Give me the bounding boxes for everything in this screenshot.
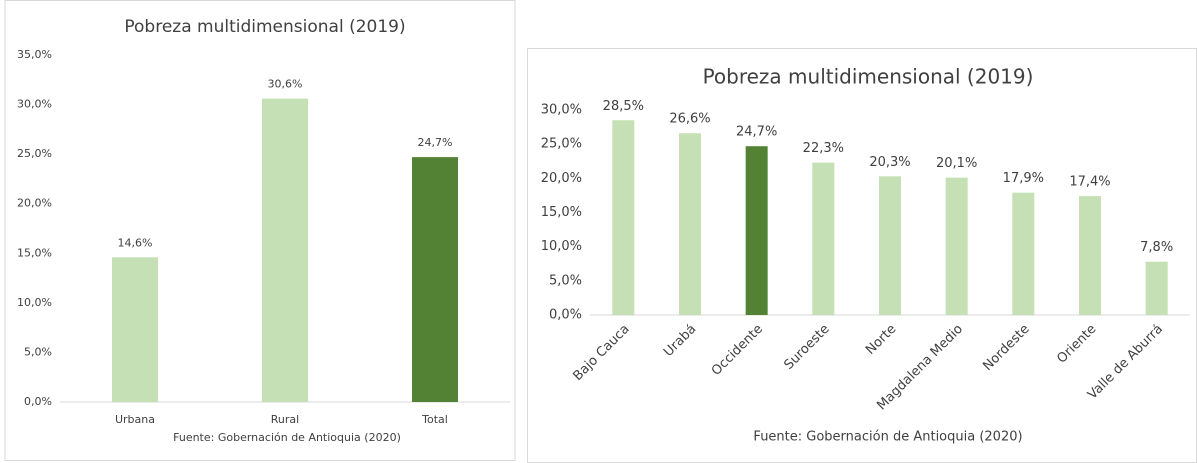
- y-tick-label: 5,0%: [24, 345, 52, 358]
- bar: [612, 120, 635, 315]
- data-label: 17,4%: [1069, 175, 1110, 190]
- x-tick-label: Urabá: [661, 322, 699, 360]
- x-tick-label: Suroeste: [781, 322, 832, 373]
- chart-title: Pobreza multidimensional (2019): [124, 17, 405, 37]
- bar: [812, 162, 835, 315]
- x-tick-label: Oriente: [1054, 322, 1099, 367]
- bar: [745, 146, 768, 315]
- y-tick-label: 10,0%: [541, 239, 582, 254]
- data-label: 28,5%: [603, 99, 644, 114]
- y-tick-label: 35,0%: [17, 48, 52, 61]
- y-tick-label: 0,0%: [24, 395, 52, 408]
- data-label: 17,9%: [1003, 171, 1044, 186]
- y-tick-label: 30,0%: [541, 103, 582, 118]
- data-label: 26,6%: [669, 112, 710, 127]
- data-label: 20,3%: [869, 155, 910, 170]
- data-label: 30,6%: [268, 78, 303, 91]
- y-tick-label: 20,0%: [541, 171, 582, 186]
- y-tick-label: 10,0%: [17, 296, 52, 309]
- data-label: 24,7%: [418, 136, 453, 149]
- bar: [879, 176, 901, 315]
- bar: [262, 98, 308, 402]
- bar: [1145, 261, 1168, 315]
- y-tick-label: 15,0%: [17, 246, 52, 259]
- source-note: Fuente: Gobernación de Antioquia (2020): [753, 430, 1022, 445]
- x-tick-label: Bajo Cauca: [570, 322, 632, 384]
- bar: [945, 177, 968, 315]
- x-tick-label: Occidente: [709, 322, 766, 379]
- data-label: 24,7%: [736, 125, 777, 140]
- y-tick-label: 15,0%: [541, 205, 582, 220]
- left-panel: [4, 0, 516, 461]
- bar: [1012, 192, 1035, 315]
- data-label: 14,6%: [118, 236, 153, 249]
- data-label: 22,3%: [803, 141, 844, 156]
- y-tick-label: 25,0%: [17, 147, 52, 160]
- bar: [112, 257, 158, 402]
- chart-title: Pobreza multidimensional (2019): [703, 65, 1034, 89]
- x-tick-label: Rural: [271, 413, 299, 426]
- data-label: 7,8%: [1140, 240, 1173, 255]
- x-tick-label: Total: [421, 413, 448, 426]
- y-tick-label: 30,0%: [17, 98, 52, 111]
- y-tick-label: 20,0%: [17, 197, 52, 210]
- x-tick-label: Urbana: [115, 413, 155, 426]
- source-note: Fuente: Gobernación de Antioquia (2020): [173, 431, 401, 444]
- bar: [679, 133, 701, 315]
- x-tick-label: Norte: [863, 322, 899, 358]
- data-label: 20,1%: [936, 156, 977, 171]
- y-tick-label: 5,0%: [549, 273, 582, 288]
- bar: [412, 157, 458, 402]
- y-tick-label: 25,0%: [541, 137, 582, 152]
- x-tick-label: Nordeste: [980, 322, 1032, 374]
- bar: [1079, 196, 1101, 315]
- y-tick-label: 0,0%: [549, 308, 582, 323]
